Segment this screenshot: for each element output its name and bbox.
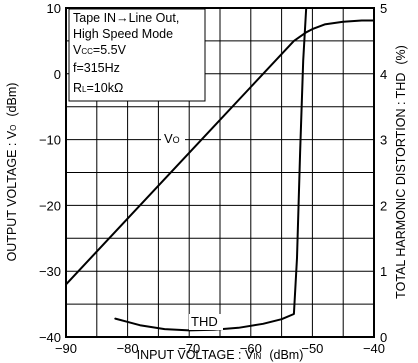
x-tick-label: −40 [363, 341, 385, 356]
y-left-tick-label: −30 [39, 264, 61, 279]
x-axis-title-main: INPUT VOLTAGE : V [137, 348, 254, 362]
series-labels: VO THD [161, 130, 223, 330]
y-axis-left-title: OUTPUT VOLTAGE : VO (dBm) [5, 83, 19, 262]
vo-series-label: VO [164, 131, 180, 146]
thd-label-bg [189, 314, 223, 330]
y-left-tick-label: −20 [39, 198, 61, 213]
conditions-box: Tape IN→Line Out, High Speed Mode VCC=5.… [68, 8, 206, 102]
x-tick-label: −70 [178, 341, 200, 356]
vo-label-sub: O [173, 135, 180, 145]
condition-rl-value: =10kΩ [86, 81, 123, 95]
plot-frame [65, 7, 375, 338]
condition-line-2: High Speed Mode [73, 27, 173, 41]
y-axis-left-title-main: OUTPUT VOLTAGE : V [5, 130, 19, 261]
x-axis-title-sub: IN [253, 352, 261, 361]
x-axis-title-unit: (dBm) [269, 348, 303, 362]
y-right-tick-label: 2 [380, 198, 387, 213]
vo-label-bg [161, 130, 185, 147]
y-axis-right-title-unit: (%) [394, 45, 408, 64]
series-layer [65, 7, 375, 332]
tick-labels: −90 −80 −70 −60 −50 −40 −40 −30 −20 −10 0 10 0 1 2 3 4 5 [39, 1, 387, 356]
series-line-thd [114, 7, 308, 332]
y-axis-left-title-sub: O [9, 125, 18, 131]
y-right-tick-label: 0 [380, 330, 387, 345]
vo-label-main: V [164, 131, 173, 146]
grid [66, 8, 374, 337]
y-right-tick-label: 4 [380, 67, 387, 82]
condition-line-3: VCC=5.5V [73, 43, 127, 57]
x-axis-title: INPUT VOLTAGE : VIN (dBm) [137, 348, 304, 362]
condition-rl-sub: L [82, 85, 87, 94]
y-right-tick-label: 3 [380, 133, 387, 148]
x-tick-label: −60 [240, 341, 262, 356]
y-left-tick-label: 10 [47, 1, 61, 16]
conditions-box-bg [68, 8, 206, 102]
y-axis-right-title-main: TOTAL HARMONIC DISTORTION : THD [394, 73, 408, 299]
y-axis-left-title-unit: (dBm) [5, 83, 19, 117]
series-line-vo [65, 19, 375, 286]
condition-vcc-sub: CC [81, 47, 93, 56]
y-left-tick-label: 0 [54, 67, 61, 82]
condition-vcc-main: V [73, 43, 82, 57]
x-tick-label: −80 [117, 341, 139, 356]
condition-line-4: f=315Hz [73, 61, 120, 75]
y-right-tick-label: 1 [380, 264, 387, 279]
x-tick-label: −50 [301, 341, 323, 356]
x-tick-label: −90 [55, 341, 77, 356]
y-axis-right-title: TOTAL HARMONIC DISTORTION : THD (%) [394, 45, 408, 299]
y-left-tick-label: −40 [39, 330, 61, 345]
y-right-tick-label: 5 [380, 1, 387, 16]
condition-rl-main: R [73, 81, 82, 95]
condition-line-5: RL=10kΩ [73, 81, 123, 95]
condition-vcc-value: =5.5V [93, 43, 127, 57]
thd-series-label: THD [191, 314, 218, 329]
condition-line-1: Tape IN→Line Out, [73, 11, 179, 25]
y-left-tick-label: −10 [39, 133, 61, 148]
